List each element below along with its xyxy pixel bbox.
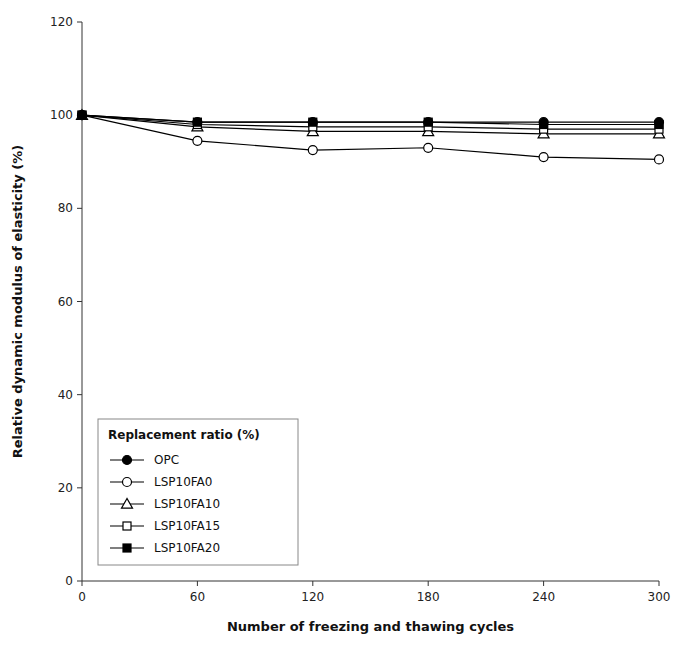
x-tick xyxy=(543,581,544,586)
series-line xyxy=(82,115,659,122)
x-tick-label: 240 xyxy=(532,590,555,604)
y-tick-label: 60 xyxy=(58,295,73,309)
point xyxy=(77,110,88,120)
point xyxy=(424,143,433,152)
series-line xyxy=(82,115,659,134)
legend-marker xyxy=(123,522,131,530)
x-tick xyxy=(197,581,198,586)
x-tick-label: 300 xyxy=(648,590,671,604)
y-tick-label: 120 xyxy=(50,15,73,29)
series xyxy=(78,111,663,133)
legend-label: OPC xyxy=(154,453,179,467)
y-tick-label: 80 xyxy=(58,201,73,215)
point xyxy=(308,118,317,127)
point xyxy=(193,118,202,127)
series-line xyxy=(82,115,659,124)
point xyxy=(78,111,87,120)
y-tick xyxy=(77,22,82,23)
series xyxy=(78,111,664,164)
x-tick xyxy=(428,581,429,586)
point xyxy=(655,120,663,128)
x-tick-label: 60 xyxy=(190,590,205,604)
legend-label: LSP10FA15 xyxy=(154,519,220,533)
point xyxy=(78,111,86,119)
point xyxy=(193,136,202,145)
point xyxy=(308,146,317,155)
legend-title: Replacement ratio (%) xyxy=(108,428,260,442)
point xyxy=(655,155,664,164)
axes: 0 60 120 180 240 300 0 20 40 60 80 100 120 xyxy=(50,15,670,604)
y-tick xyxy=(77,301,82,302)
x-tick xyxy=(659,581,660,586)
x-tick xyxy=(82,581,83,586)
series xyxy=(78,111,664,127)
series-line xyxy=(82,115,659,129)
legend-label: LSP10FA10 xyxy=(154,497,220,511)
x-tick-label: 180 xyxy=(417,590,440,604)
legend-label: LSP10FA0 xyxy=(154,475,212,489)
legend-marker xyxy=(123,478,132,487)
chart: 0 60 120 180 240 300 0 20 40 60 80 100 120 Number of … xyxy=(0,0,681,653)
legend-label: LSP10FA20 xyxy=(154,541,220,555)
point xyxy=(78,111,87,120)
x-axis-label: Number of freezing and thawing cycles xyxy=(227,619,514,634)
point xyxy=(193,118,201,126)
plot-area xyxy=(77,110,665,164)
y-axis-label: Relative dynamic modulus of elasticity (… xyxy=(10,145,25,458)
y-tick-label: 100 xyxy=(50,108,73,122)
y-tick xyxy=(77,394,82,395)
series xyxy=(77,110,665,138)
legend-marker xyxy=(123,544,131,552)
point xyxy=(78,111,86,119)
y-tick xyxy=(77,487,82,488)
y-tick xyxy=(77,581,82,582)
x-tick-label: 120 xyxy=(301,590,324,604)
point xyxy=(309,118,317,126)
legend: Replacement ratio (%) OPC LSP10FA0 LSP10FA1… xyxy=(98,419,298,565)
y-tick-label: 0 xyxy=(65,574,73,588)
point xyxy=(424,118,433,127)
y-tick xyxy=(77,208,82,209)
legend-marker xyxy=(122,499,133,509)
y-tick-label: 20 xyxy=(58,481,73,495)
point xyxy=(539,153,548,162)
point xyxy=(540,120,548,128)
x-tick-label: 0 xyxy=(78,590,86,604)
series-line xyxy=(82,115,659,159)
legend-frame xyxy=(98,419,298,565)
series xyxy=(78,111,663,128)
x-tick xyxy=(312,581,313,586)
legend-marker xyxy=(123,456,132,465)
y-tick-label: 40 xyxy=(58,388,73,402)
point xyxy=(424,118,432,126)
x-axis-line xyxy=(82,581,659,582)
